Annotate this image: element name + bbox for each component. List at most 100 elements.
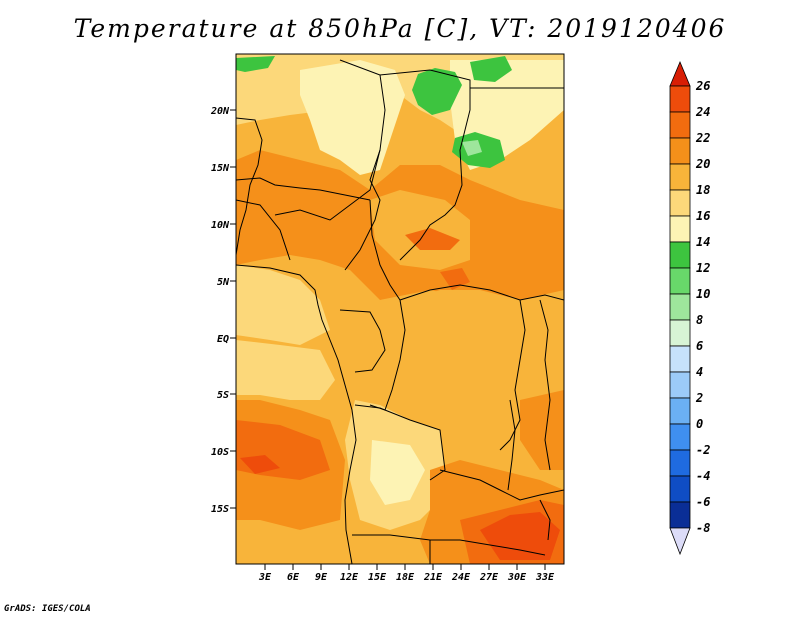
field-12-14-patch-a <box>412 68 462 115</box>
lat-tick-label: 5N <box>217 277 230 288</box>
lon-tick-label: 27E <box>479 572 499 583</box>
lon-tick-label: 3E <box>258 572 272 583</box>
map-frame <box>235 53 565 565</box>
field-16-18-guinea <box>236 265 330 345</box>
colorbar <box>669 60 691 556</box>
colorbar-box <box>669 85 691 113</box>
field-16-18-atlantic <box>236 340 335 400</box>
colorbar-top-arrow <box>669 60 691 87</box>
colorbar-box <box>669 371 691 399</box>
border-drc-east <box>499 299 526 451</box>
grads-credit: GrADS: IGES/COLA <box>4 604 91 614</box>
field-12-14-nw <box>236 56 275 72</box>
colorbar-box <box>669 501 691 529</box>
colorbar-label: -6 <box>696 495 710 509</box>
border-niger <box>274 149 381 221</box>
colorbar-box <box>669 423 691 451</box>
colorbar-label: 8 <box>696 313 703 327</box>
colorbar-label: 4 <box>696 365 703 379</box>
lon-tick-label: 24E <box>451 572 471 583</box>
field-24-26-ocean <box>240 455 280 474</box>
colorbar-bottom-arrow <box>669 527 691 556</box>
field-22-24-car <box>405 228 460 250</box>
colorbar-box <box>669 475 691 503</box>
field-14-16-libya <box>300 60 405 175</box>
colorbar-box <box>669 189 691 217</box>
lon-tick-label: 9E <box>315 572 328 583</box>
lat-tick-label: 15S <box>211 504 229 515</box>
coastline-gulf <box>236 264 357 564</box>
colorbar-box <box>669 241 691 269</box>
lon-tick-label: 33E <box>535 572 555 583</box>
colorbar-label: 2 <box>695 391 703 405</box>
colorbar-box <box>669 137 691 165</box>
field-18-20-sw <box>236 520 360 564</box>
lat-axis: 20N 15N 10N 5N EQ 5S 10S 15S <box>210 106 236 515</box>
border-nigeria <box>236 199 291 261</box>
colorbar-box <box>669 345 691 373</box>
colorbar-box <box>669 449 691 477</box>
colorbar-label: -4 <box>696 469 710 483</box>
lon-tick-label: 30E <box>507 572 527 583</box>
lon-tick-label: 21E <box>423 572 443 583</box>
lon-tick-label: 18E <box>396 572 415 583</box>
colorbar-label: 18 <box>696 183 710 197</box>
colorbar-box <box>669 215 691 243</box>
border-angola-north <box>354 404 446 481</box>
colorbar-label: 26 <box>695 79 710 93</box>
colorbar-label: 16 <box>696 209 710 223</box>
field-22-24-sudan <box>440 268 470 290</box>
border-libya-chad <box>339 59 386 271</box>
map-borders <box>236 59 564 564</box>
colorbar-label: 22 <box>695 131 710 145</box>
colorbar-box <box>669 319 691 347</box>
field-18-20-east <box>520 290 564 400</box>
colorbar-labels: 26 24 22 20 18 16 14 12 10 8 6 4 2 0 -2 … <box>695 79 710 535</box>
lat-tick-label: 5S <box>217 390 229 401</box>
border-zimbabwe <box>459 539 546 556</box>
colorbar-box <box>669 267 691 295</box>
chart-title: Temperature at 850hPa [C], VT: 201912040… <box>73 14 727 43</box>
colorbar-box <box>669 163 691 191</box>
temperature-field <box>236 54 564 564</box>
field-10-12-patch <box>462 140 482 156</box>
border-sahel <box>236 177 371 201</box>
lat-tick-label: EQ <box>217 334 229 345</box>
border-car-drc <box>399 284 564 301</box>
colorbar-box <box>669 397 691 425</box>
field-24-26-zimbabwe <box>480 512 560 560</box>
colorbar-label: -2 <box>696 443 710 457</box>
lat-tick-label: 10S <box>211 447 229 458</box>
lat-tick-label: 15N <box>211 163 230 174</box>
lat-tick-label: 10N <box>211 220 230 231</box>
colorbar-box <box>669 111 691 139</box>
lake-malawi <box>539 499 551 541</box>
border-chad-car <box>369 199 401 301</box>
lon-tick-label: 12E <box>340 572 359 583</box>
colorbar-label: 10 <box>696 287 710 301</box>
colorbar-label: 20 <box>695 157 710 171</box>
field-14-16-angola <box>370 440 425 505</box>
lake-tanganyika <box>507 399 516 491</box>
colorbar-label: 12 <box>696 261 710 275</box>
field-12-14-patch-b <box>470 56 512 82</box>
colorbar-box <box>669 293 691 321</box>
colorbar-label: -8 <box>696 521 710 535</box>
border-sudan <box>379 69 471 261</box>
lon-tick-label: 6E <box>287 572 300 583</box>
lon-tick-label: 15E <box>368 572 387 583</box>
border-zambia <box>439 469 564 501</box>
colorbar-label: 0 <box>696 417 703 431</box>
field-18-20-congo <box>370 290 525 440</box>
border-gabon-congo <box>339 309 386 373</box>
colorbar-label: 24 <box>695 105 710 119</box>
field-20-22-tanzania <box>520 390 564 470</box>
lat-tick-label: 20N <box>210 106 230 117</box>
colorbar-label: 6 <box>696 339 703 353</box>
coastline-west <box>236 117 263 256</box>
border-angola-south <box>352 534 460 541</box>
lon-axis: 3E 6E 9E 12E 15E 18E 21E 24E 27E 30E 33E <box>258 564 555 583</box>
colorbar-label: 14 <box>696 235 710 249</box>
border-tanzania <box>539 299 551 471</box>
